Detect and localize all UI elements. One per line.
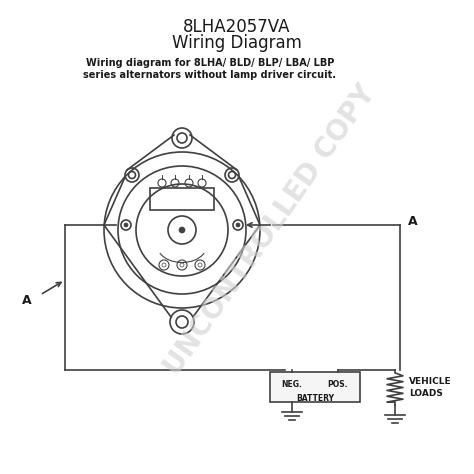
Text: Wiring diagram for 8LHA/ BLD/ BLP/ LBA/ LBP: Wiring diagram for 8LHA/ BLD/ BLP/ LBA/ … xyxy=(86,58,334,68)
Text: POS.: POS. xyxy=(328,380,348,389)
Text: UNCONTROLLED COPY: UNCONTROLLED COPY xyxy=(159,80,381,380)
Circle shape xyxy=(124,223,128,227)
Circle shape xyxy=(179,227,185,233)
Circle shape xyxy=(236,223,240,227)
Text: series alternators without lamp driver circuit.: series alternators without lamp driver c… xyxy=(83,70,337,80)
Text: 8LHA2057VA: 8LHA2057VA xyxy=(183,18,291,36)
Bar xyxy=(270,372,360,402)
Text: BATTERY: BATTERY xyxy=(296,394,334,403)
Bar xyxy=(150,188,214,210)
Text: NEG.: NEG. xyxy=(282,380,302,389)
Text: A: A xyxy=(22,293,32,307)
Text: LOADS: LOADS xyxy=(409,389,443,398)
Text: Wiring Diagram: Wiring Diagram xyxy=(172,34,302,52)
Text: VEHICLE: VEHICLE xyxy=(409,377,452,386)
Text: A: A xyxy=(408,215,418,228)
